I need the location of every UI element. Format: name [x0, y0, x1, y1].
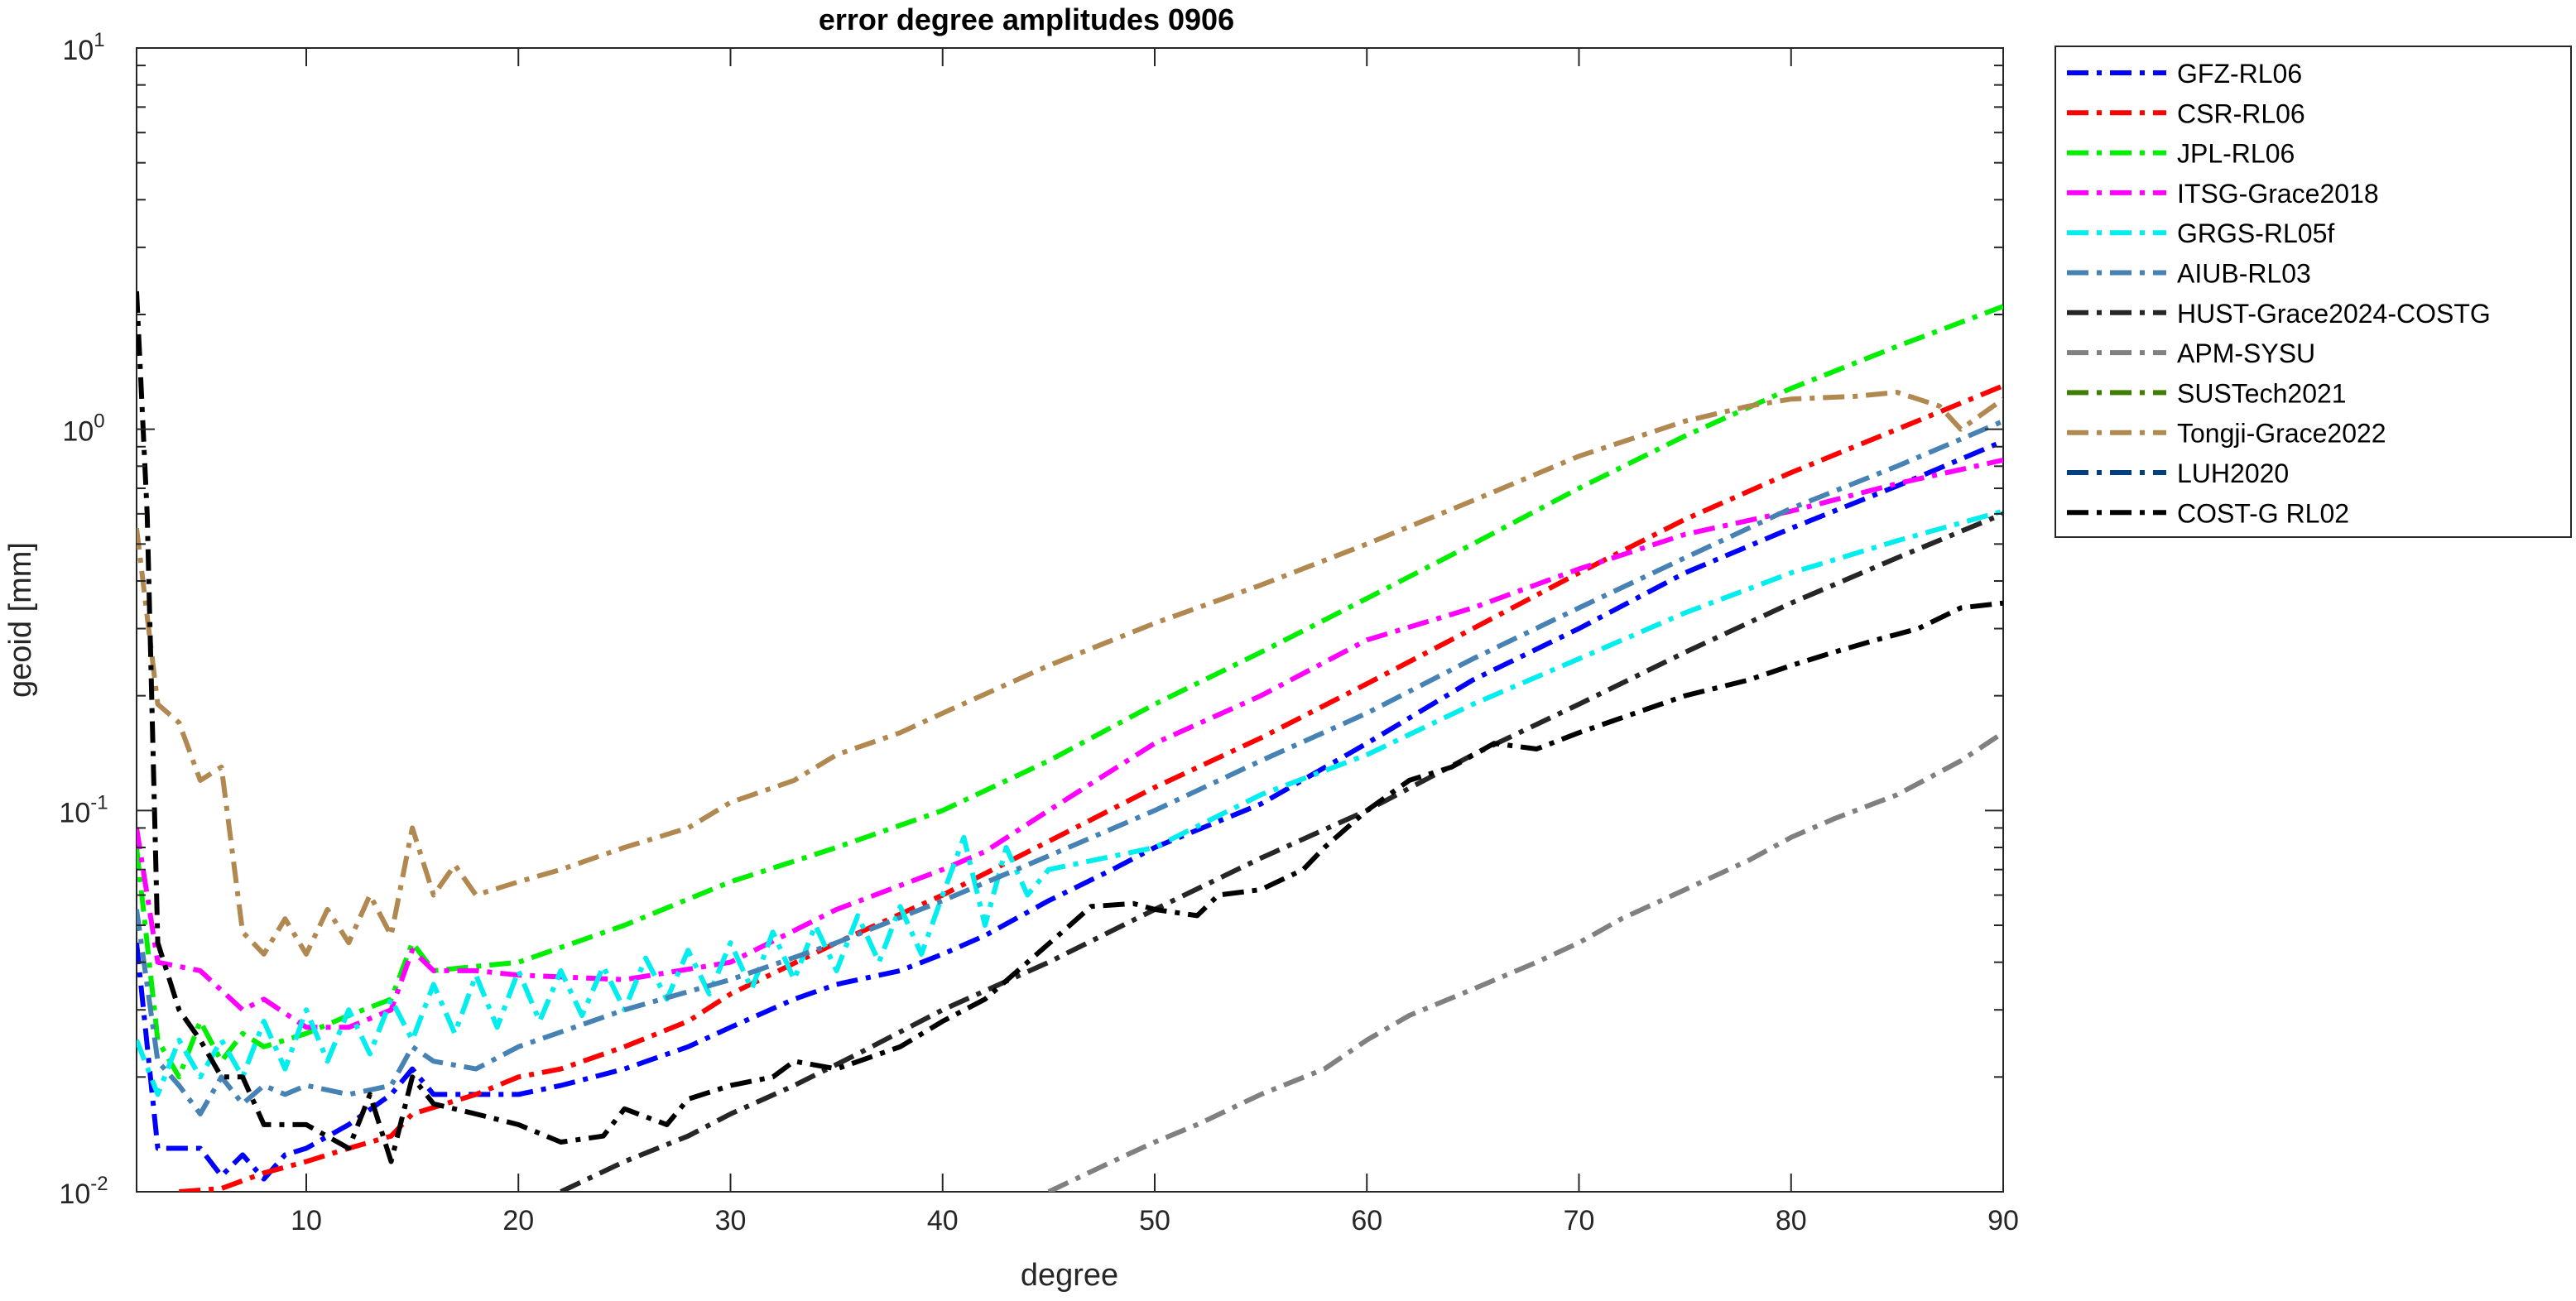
- x-tick-label: 50: [1139, 1205, 1170, 1236]
- y-tick-base: 10: [59, 1179, 90, 1210]
- x-axis-label: degree: [1021, 1258, 1118, 1293]
- legend-label: GRGS-RL05f: [2177, 218, 2334, 248]
- legend-label: CSR-RL06: [2177, 98, 2305, 128]
- y-tick-exponent: 1: [94, 29, 104, 51]
- y-tick-label: 10-1: [59, 791, 108, 828]
- series-line-4: [137, 508, 2003, 1097]
- y-tick-base: 10: [59, 797, 90, 828]
- y-tick-base: 10: [62, 35, 94, 66]
- legend-label: Tongji-Grace2022: [2177, 419, 2386, 449]
- legend-label: HUST-Grace2024-COSTG: [2177, 299, 2491, 329]
- y-tick-exponent: 0: [94, 410, 104, 433]
- series-line-9: [137, 390, 2003, 957]
- y-tick-base: 10: [62, 416, 94, 448]
- x-tick-label: 90: [1987, 1205, 2019, 1236]
- series-line-3: [137, 457, 2003, 1030]
- series-layer: [137, 290, 2003, 1192]
- x-tick-label: 20: [502, 1205, 534, 1236]
- x-tick-label: 40: [927, 1205, 959, 1236]
- y-tick-label: 101: [62, 29, 104, 66]
- legend-label: AIUB-RL03: [2177, 259, 2311, 289]
- y-axis-label: geoid [mm]: [3, 542, 38, 698]
- series-line-11: [137, 290, 2003, 1164]
- legend: GFZ-RL06 CSR-RL06 JPL-RL06 ITSG-Grace2018 GR…: [2055, 46, 2572, 538]
- x-tick-label: 80: [1776, 1205, 1807, 1236]
- legend-items: GFZ-RL06 CSR-RL06 JPL-RL06 ITSG-Grace2018 GR…: [2067, 59, 2491, 528]
- series-line-7: [1047, 730, 2003, 1192]
- legend-label: LUH2020: [2177, 458, 2289, 488]
- legend-label: GFZ-RL06: [2177, 59, 2302, 89]
- y-tick-exponent: -1: [90, 791, 108, 814]
- plot-area: [136, 47, 2004, 1193]
- y-tick-label: 10-2: [59, 1173, 108, 1210]
- series-line-5: [137, 419, 2003, 1116]
- legend-label: JPL-RL06: [2177, 139, 2295, 169]
- legend-label: APM-SYSU: [2177, 338, 2315, 368]
- x-tick-label: 10: [291, 1205, 322, 1236]
- x-tick-label: 70: [1564, 1205, 1595, 1236]
- legend-label: COST-G RL02: [2177, 498, 2349, 528]
- series-line-2: [137, 304, 2003, 1080]
- y-tick-exponent: -2: [90, 1173, 108, 1195]
- x-tick-label: 60: [1351, 1205, 1382, 1236]
- legend-label: ITSG-Grace2018: [2177, 179, 2379, 209]
- series-line-0: [137, 439, 2003, 1182]
- legend-box: [2055, 46, 2572, 538]
- legend-label: SUSTech2021: [2177, 378, 2347, 408]
- chart-title: error degree amplitudes 0906: [819, 2, 1234, 36]
- y-tick-label: 100: [62, 410, 104, 448]
- x-tick-label: 30: [715, 1205, 747, 1236]
